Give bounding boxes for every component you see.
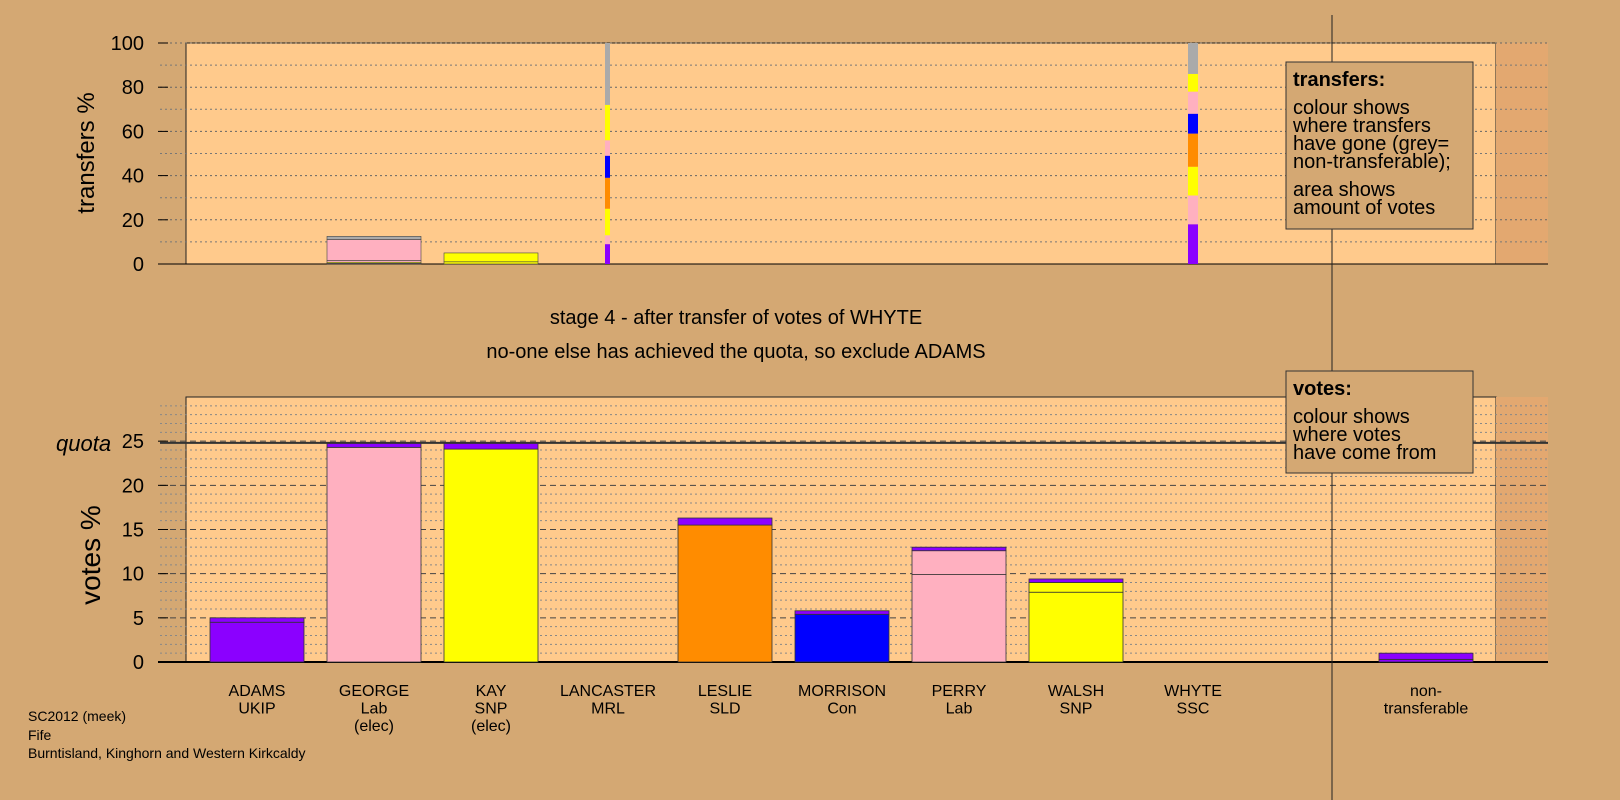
vote-segment-walsh-2: [1028, 578, 1124, 583]
vote-segment-george-0: [326, 446, 422, 663]
votes-legend-box: [1285, 370, 1474, 474]
vote-segment-walsh-1: [1028, 582, 1124, 593]
transfer-segment-lancaster-4: [605, 155, 610, 178]
transfers-tick-label: 40: [122, 166, 144, 188]
candidate-label-george: (elec): [354, 718, 394, 735]
candidate-label-kay: SNP: [475, 701, 508, 718]
transfer-segment-kay-1: [443, 252, 539, 263]
candidate-label-morrison: MORRISON: [798, 683, 886, 700]
transfer-segment-whyte-1: [1188, 195, 1198, 225]
footer-council: Fife: [28, 726, 52, 743]
vote-segment-perry-0: [911, 574, 1007, 663]
vote-segment-kay-0: [443, 448, 539, 663]
transfers-legend-line: where transfers: [1292, 115, 1431, 137]
candidate-label-george: GEORGE: [339, 683, 409, 700]
transfer-segment-kay-0: [443, 261, 539, 265]
transfer-segment-lancaster-7: [605, 43, 610, 105]
candidate-label-whyte: WHYTE: [1164, 683, 1222, 700]
transfers-legend-line: colour shows: [1293, 97, 1410, 119]
candidate-label-kay: KAY: [476, 683, 507, 700]
vote-segment-walsh-0: [1028, 591, 1124, 663]
votes-legend-line: where votes: [1292, 424, 1401, 446]
transfer-segment-whyte-2: [1188, 166, 1198, 196]
candidate-label-leslie: SLD: [709, 701, 740, 718]
transfers-legend-line: amount of votes: [1293, 197, 1435, 219]
vote-segment-adams-1: [209, 617, 305, 623]
transfers-tick-label: 20: [122, 210, 144, 232]
vote-segment-leslie-1: [677, 517, 773, 526]
votes-legend-line: have come from: [1293, 442, 1436, 464]
vote-segment-morrison-1: [794, 610, 890, 615]
transfer-segment-whyte-0: [1188, 224, 1198, 264]
vote-segment-perry-1: [911, 550, 1007, 575]
transfer-segment-george-3: [326, 239, 422, 261]
transfer-segment-lancaster-3: [605, 177, 610, 209]
transfer-segment-whyte-6: [1188, 73, 1198, 92]
candidate-label-leslie: LESLIE: [698, 683, 752, 700]
vote-segment-adams-0: [209, 621, 305, 663]
transfer-segment-whyte-3: [1188, 133, 1198, 167]
transfer-segment-lancaster-0: [605, 244, 610, 264]
quota-label: quota: [56, 431, 111, 456]
candidate-label-lancaster: MRL: [591, 701, 625, 718]
transfer-segment-lancaster-2: [605, 208, 610, 236]
transfers-axis-label: transfers %: [73, 92, 100, 213]
votes-tick-label: 10: [122, 564, 144, 586]
candidate-label-walsh: SNP: [1060, 701, 1093, 718]
votes-tick-label: 0: [133, 652, 144, 674]
candidate-label-whyte: SSC: [1177, 701, 1210, 718]
transfer-segment-whyte-5: [1188, 91, 1198, 114]
transfer-segment-whyte-4: [1188, 113, 1198, 134]
candidate-label-adams: UKIP: [238, 701, 275, 718]
transfers-legend-line: area shows: [1293, 179, 1395, 201]
candidate-label-perry: PERRY: [932, 683, 987, 700]
votes-tick-label: 15: [122, 520, 144, 542]
candidate-label-lancaster: LANCASTER: [560, 683, 656, 700]
footer: SC2012 (meek) Fife Burntisland, Kinghorn…: [28, 707, 306, 763]
transfer-segment-lancaster-6: [605, 104, 610, 141]
transfers-legend-title: transfers:: [1293, 69, 1385, 91]
votes-legend-line: colour shows: [1293, 406, 1410, 428]
nontransferable-label: transferable: [1384, 701, 1469, 718]
transfers-legend-line: have gone (grey=: [1293, 133, 1449, 155]
candidate-label-george: Lab: [361, 701, 388, 718]
transfers-tick-label: 0: [133, 254, 144, 276]
transfers-legend-line: non-transferable);: [1293, 151, 1451, 173]
vote-segment-morrison-0: [794, 613, 890, 663]
votes-tick-label: 5: [133, 608, 144, 630]
vote-segment-non-transferable-1: [1378, 652, 1474, 660]
footer-ward: Burntisland, Kinghorn and Western Kirkca…: [28, 745, 306, 761]
vote-segment-perry-2: [911, 546, 1007, 552]
stage-text: stage 4 - after transfer of votes of WHY…: [550, 307, 922, 329]
transfers-tick-label: 60: [122, 121, 144, 143]
footer-system: SC2012 (meek): [28, 708, 127, 724]
transfers-legend-box: [1285, 61, 1474, 230]
transfer-segment-whyte-7: [1188, 43, 1198, 74]
candidate-label-morrison: Con: [827, 701, 856, 718]
transfers-tick-label: 100: [111, 33, 144, 55]
transfer-segment-lancaster-5: [605, 140, 610, 156]
transfers-panel: 0 20 40 60 80 100 transfers %: [73, 33, 1548, 276]
candidate-label-kay: (elec): [471, 718, 511, 735]
transfer-segment-lancaster-1: [605, 235, 610, 245]
candidate-label-walsh: WALSH: [1048, 683, 1104, 700]
transfer-segment-george-4: [326, 236, 422, 240]
votes-legend-title: votes:: [1293, 378, 1352, 400]
nontransferable-label: non-: [1410, 683, 1442, 700]
candidate-label-perry: Lab: [946, 701, 973, 718]
transfers-tick-label: 80: [122, 77, 144, 99]
votes-tick-label: 20: [122, 475, 144, 497]
votes-tick-label: 25: [122, 431, 144, 453]
status-text: no-one else has achieved the quota, so e…: [486, 341, 985, 363]
candidate-label-adams: ADAMS: [229, 683, 286, 700]
vote-segment-leslie-0: [677, 524, 773, 663]
votes-axis-label: votes %: [75, 505, 106, 605]
